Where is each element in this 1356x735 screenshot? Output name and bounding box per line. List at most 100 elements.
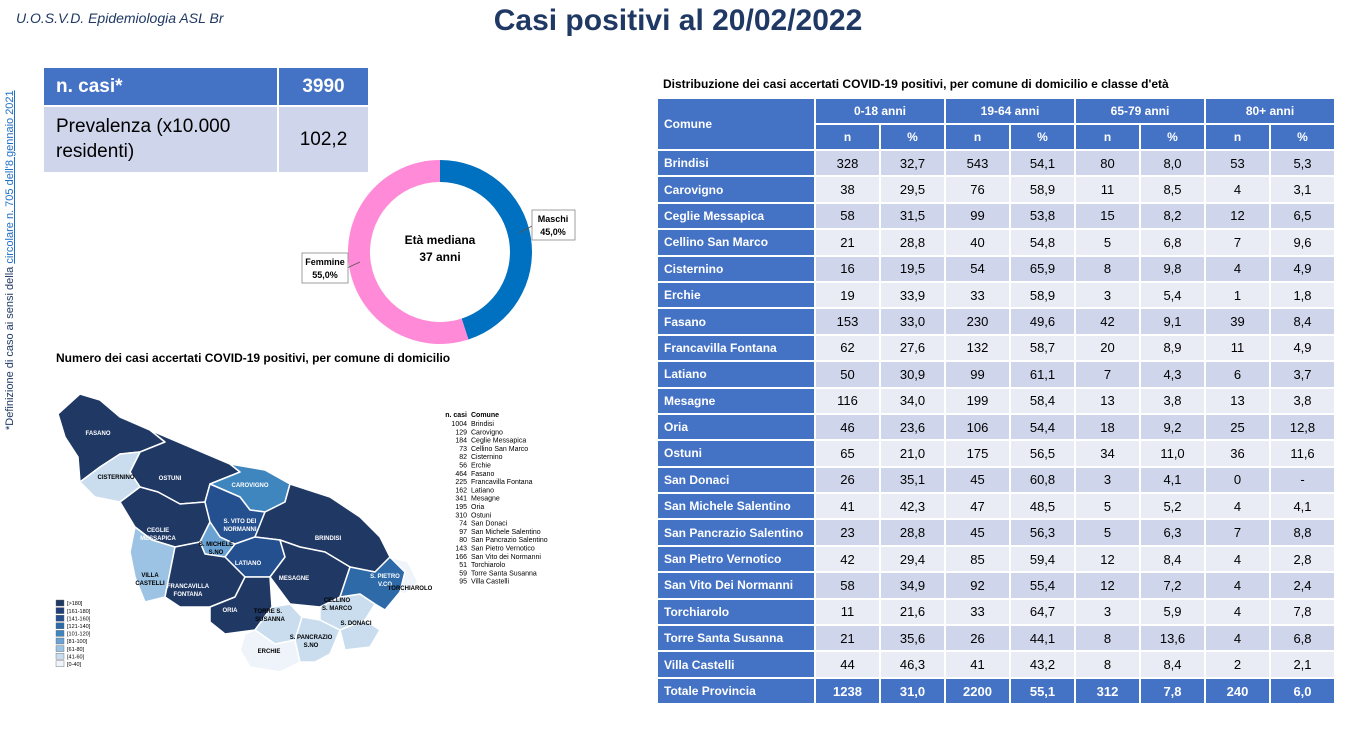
- percent-cell: 21,0: [879, 439, 946, 468]
- age-distribution-table: Comune 0-18 anni 19-64 anni 65-79 anni 8…: [656, 97, 1336, 706]
- percent-cell: 58,9: [1009, 280, 1076, 310]
- table-row: Cellino San Marco 21 28,8 40 54,8 5 6,8 7 9,6: [656, 228, 1336, 257]
- percent-cell: 3,8: [1139, 386, 1206, 415]
- table-row: Erchie 19 33,9 33 58,9 3 5,4 1 1,8: [656, 280, 1336, 310]
- map-list-count: 341: [455, 496, 467, 503]
- count-cell: 11: [1074, 175, 1141, 204]
- percent-cell: 12,8: [1269, 412, 1336, 442]
- percent-cell: 8,4: [1269, 307, 1336, 336]
- count-cell: 7: [1204, 518, 1271, 547]
- prevalence-label: Prevalenza (x10.000 residenti): [44, 105, 279, 172]
- count-cell: 20: [1074, 333, 1141, 363]
- count-cell: 543: [944, 148, 1011, 178]
- map-label-torre-1: TORRE S.: [254, 609, 283, 615]
- percent-cell: 27,6: [879, 333, 946, 363]
- map-cases-list: n. casi Comune 1004 Brindisi 129 Carovigno 1…: [445, 412, 548, 586]
- count-cell: 58: [814, 201, 881, 231]
- scale-swatch: [55, 599, 65, 607]
- count-cell: 312: [1074, 676, 1141, 706]
- map-label-brindisi: BRINDISI: [315, 536, 342, 542]
- percent-cell: 34,9: [879, 571, 946, 600]
- percent-cell: 9,6: [1269, 228, 1336, 257]
- percent-cell: 34,0: [879, 386, 946, 415]
- percent-cell: 48,5: [1009, 492, 1076, 521]
- scale-swatch: [55, 653, 65, 660]
- map-list-comune: San Vito dei Normanni: [471, 554, 541, 561]
- percent-cell: 35,1: [879, 465, 946, 495]
- comune-name: Mesagne: [656, 386, 816, 415]
- map-list-comune: Torre Santa Susanna: [471, 570, 537, 577]
- map-label-spietro-2: V.CO: [378, 582, 392, 588]
- map-area-cisternino: [79, 451, 141, 503]
- percent-cell: 3,7: [1269, 360, 1336, 389]
- comune-name: San Michele Salentino: [656, 492, 816, 521]
- table-row: Francavilla Fontana 62 27,6 132 58,7 20 8,9 11 4…: [656, 333, 1336, 363]
- donut-slice-female: [348, 160, 469, 344]
- map-list-comune: San Pancrazio Salentino: [471, 537, 548, 544]
- percent-cell: 46,3: [879, 650, 946, 679]
- count-cell: 1: [1204, 280, 1271, 310]
- case-definition-note: *Definizione di caso ai sensi della circ…: [4, 60, 16, 430]
- map-list-comune: Cellino San Marco: [471, 446, 528, 453]
- table-row: Torre Santa Susanna 21 35,6 26 44,1 8 13,6 4 6,8: [656, 624, 1336, 653]
- scale-swatch: [55, 630, 65, 637]
- count-cell: 12: [1074, 571, 1141, 600]
- count-cell: 21: [814, 228, 881, 257]
- table-row: Cisternino 16 19,5 54 65,9 8 9,8 4 4,9: [656, 254, 1336, 283]
- percent-cell: 5,3: [1269, 148, 1336, 178]
- count-cell: 3: [1074, 280, 1141, 310]
- count-cell: 4: [1204, 597, 1271, 627]
- percent-cell: 53,8: [1009, 201, 1076, 231]
- count-cell: 8: [1074, 650, 1141, 679]
- count-cell: 62: [814, 333, 881, 363]
- count-cell: 328: [814, 148, 881, 178]
- age-group-header: 0-18 anni: [814, 97, 946, 125]
- percent-cell: 58,7: [1009, 333, 1076, 363]
- comune-name: Fasano: [656, 307, 816, 336]
- scale-label: [141-160]: [67, 616, 91, 622]
- pct-header: %: [1139, 123, 1206, 151]
- map-label-cellino-2: S. MARCO: [322, 606, 352, 612]
- count-cell: 58: [814, 571, 881, 600]
- map-list-comune: Erchie: [471, 463, 491, 470]
- percent-cell: 58,9: [1009, 175, 1076, 204]
- count-cell: 42: [1074, 307, 1141, 336]
- male-callout: [531, 209, 576, 241]
- count-cell: 4: [1204, 544, 1271, 574]
- map-list-count: 184: [455, 438, 467, 445]
- map-list-comune: Torchiarolo: [471, 562, 505, 569]
- percent-cell: 7,2: [1139, 571, 1206, 600]
- table-row: San Michele Salentino 41 42,3 47 48,5 5 5,2 4 4,…: [656, 492, 1336, 521]
- scale-label: [41-60]: [67, 654, 85, 660]
- count-cell: 4: [1204, 624, 1271, 653]
- pct-header: %: [1009, 123, 1076, 151]
- scale-swatch: [55, 607, 65, 614]
- percent-cell: 29,4: [879, 544, 946, 574]
- map-area-sdonaci: [339, 619, 381, 651]
- n-header: n: [1074, 123, 1141, 151]
- percent-cell: 54,1: [1009, 148, 1076, 178]
- table-row: San Pietro Vernotico 42 29,4 85 59,4 12 8,4 4 2,…: [656, 544, 1336, 574]
- percent-cell: 3,8: [1269, 386, 1336, 415]
- count-cell: 4: [1204, 175, 1271, 204]
- comune-name: Ostuni: [656, 439, 816, 468]
- map-list-count: 56: [459, 463, 467, 470]
- map-list-count: 195: [455, 504, 467, 511]
- percent-cell: 2,8: [1269, 544, 1336, 574]
- count-cell: 47: [944, 492, 1011, 521]
- map-label-francavilla-1: FRANCAVILLA: [167, 584, 210, 590]
- age-group-header: 65-79 anni: [1074, 97, 1206, 125]
- comune-name: San Vito Dei Normanni: [656, 571, 816, 600]
- map-list-comune: San Pietro Vernotico: [471, 546, 535, 553]
- count-cell: 7: [1204, 228, 1271, 257]
- comune-name: San Donaci: [656, 465, 816, 495]
- count-cell: 11: [1204, 333, 1271, 363]
- map-label-carovigno: CAROVIGNO: [231, 483, 268, 489]
- count-cell: 21: [814, 624, 881, 653]
- comune-name: Carovigno: [656, 175, 816, 204]
- count-cell: 2200: [944, 676, 1011, 706]
- circular-link[interactable]: circolare n. 705 dell'8 gennaio 2021: [4, 90, 16, 264]
- map-list-count: 73: [459, 446, 467, 453]
- count-cell: 8: [1074, 254, 1141, 283]
- percent-cell: 8,0: [1139, 148, 1206, 178]
